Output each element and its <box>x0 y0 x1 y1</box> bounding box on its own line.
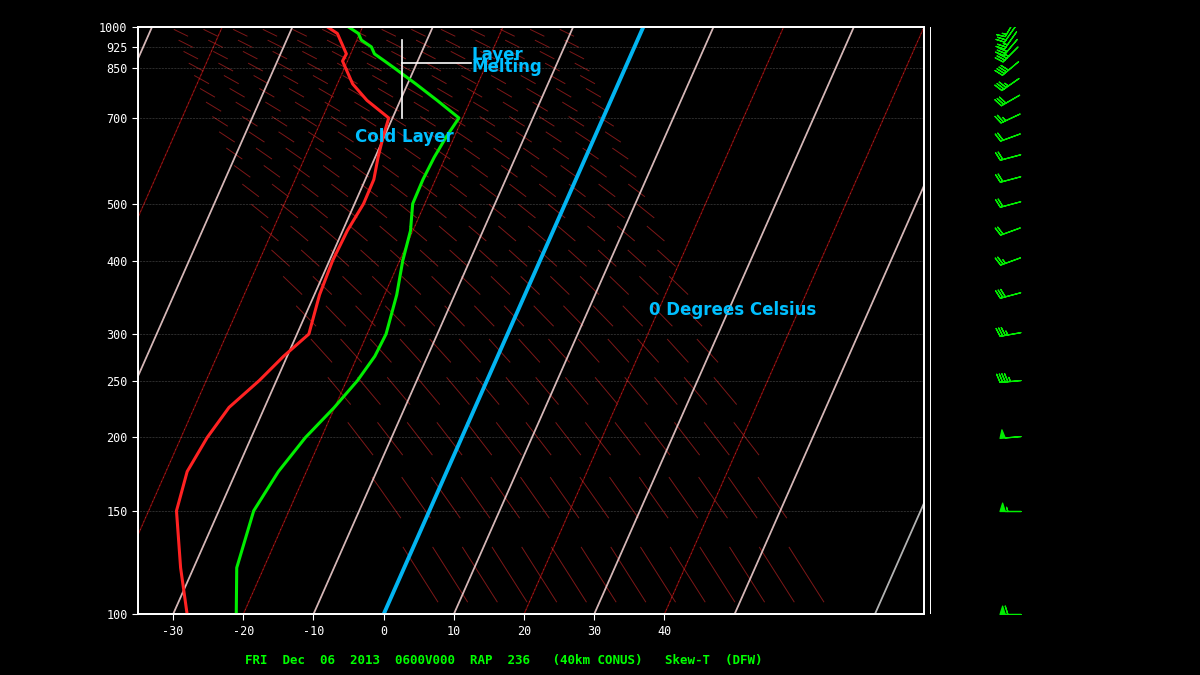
Text: 0 Degrees Celsius: 0 Degrees Celsius <box>649 301 816 319</box>
Text: FRI  Dec  06  2013  0600V000  RAP  236   (40km CONUS)   Skew-T  (DFW): FRI Dec 06 2013 0600V000 RAP 236 (40km C… <box>245 654 763 667</box>
Text: Layer: Layer <box>472 47 523 64</box>
Text: Melting: Melting <box>472 58 542 76</box>
Text: Cold Layer: Cold Layer <box>355 128 454 146</box>
